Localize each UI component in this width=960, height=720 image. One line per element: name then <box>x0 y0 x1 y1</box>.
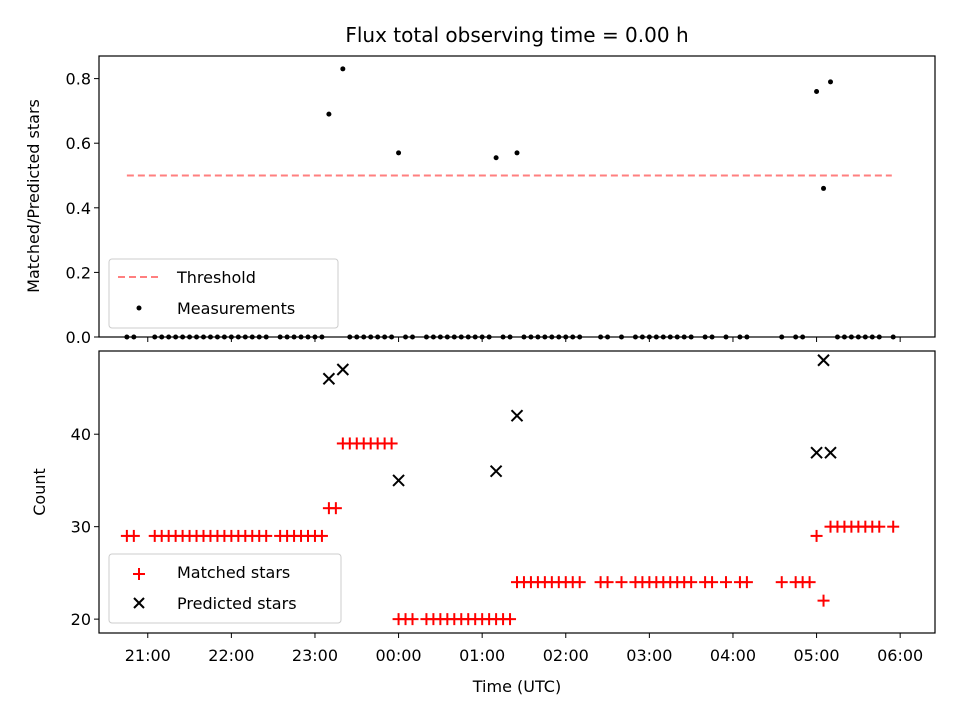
measurement-point <box>814 89 820 95</box>
x-tick-label: 22:00 <box>208 646 254 665</box>
ratio-panel: 0.00.20.40.60.8 Matched/Predicted stars … <box>24 55 936 347</box>
predicted-star-point <box>510 409 524 422</box>
predicted-star-point <box>810 446 823 459</box>
ratio-x-ticks <box>147 337 901 342</box>
matched-star-point <box>887 520 900 533</box>
predicted-legend-label: Predicted stars <box>177 594 297 613</box>
predicted-star-point <box>489 464 503 478</box>
matched-star-point <box>706 576 719 589</box>
count-legend-box <box>108 553 342 624</box>
chart-title: Flux total observing time = 0.00 h <box>345 23 688 47</box>
x-tick-label: 05:00 <box>794 646 840 665</box>
ratio-legend: Threshold Measurements <box>108 258 339 329</box>
count-y-label: Count <box>30 468 49 516</box>
predicted-star-point <box>824 446 837 459</box>
threshold-legend-label: Threshold <box>176 268 256 287</box>
matched-star-point <box>329 502 342 515</box>
ratio-y-label: Matched/Predicted stars <box>24 99 43 293</box>
matched-star-point <box>740 576 753 589</box>
ratio-y-axis: 0.0 0.2 0.4 0.6 0.8 <box>66 70 99 347</box>
matched-legend-label: Matched stars <box>177 563 290 582</box>
x-tick-label: 02:00 <box>543 646 589 665</box>
count-x-axis: 21:00 22:00 23:00 00:00 01:00 02:00 03:00 04:00… <box>125 633 923 665</box>
x-axis-label: Time (UTC) <box>472 677 561 696</box>
matched-star-point <box>573 576 586 589</box>
matched-star-point <box>817 594 830 607</box>
measurements-legend-label: Measurements <box>177 299 295 318</box>
measurement-point <box>828 79 833 85</box>
x-tick-label: 01:00 <box>459 646 505 665</box>
measurement-point <box>821 185 827 191</box>
count-axes-frame <box>98 350 936 634</box>
x-tick-label: 23:00 <box>292 646 338 665</box>
matched-star-point <box>315 529 328 542</box>
matched-legend-swatch <box>133 568 145 580</box>
matched-star-point <box>615 576 628 589</box>
matched-star-point <box>873 520 886 533</box>
predicted-legend-swatch <box>133 597 145 609</box>
matched-star-point <box>803 576 816 589</box>
ratio-y-tick-label: 0.8 <box>66 70 91 89</box>
measurement-point <box>493 155 499 161</box>
predicted-star-point <box>336 363 350 376</box>
predicted-star-point <box>322 372 336 385</box>
matched-star-point <box>685 576 698 589</box>
matched-star-point <box>810 529 823 542</box>
ratio-y-tick-label: 0.2 <box>66 263 91 282</box>
count-marks <box>120 354 900 626</box>
x-tick-label: 03:00 <box>626 646 672 665</box>
measurements-legend-swatch <box>136 305 142 311</box>
measurement-point <box>396 150 402 156</box>
x-tick-label: 21:00 <box>125 646 171 665</box>
ratio-y-tick-label: 0.6 <box>66 134 91 153</box>
matched-star-point <box>127 529 140 542</box>
predicted-star-point <box>817 354 830 367</box>
count-legend: Matched stars Predicted stars <box>108 553 342 624</box>
matched-star-point <box>260 529 273 542</box>
matched-star-point <box>385 437 398 450</box>
ratio-axes-frame <box>98 55 936 338</box>
matched-star-point <box>601 576 614 589</box>
count-y-tick-label: 20 <box>71 610 91 629</box>
x-tick-label: 04:00 <box>710 646 756 665</box>
count-y-tick-label: 30 <box>71 518 91 537</box>
x-tick-label: 06:00 <box>877 646 923 665</box>
matched-star-point <box>720 576 732 589</box>
measurement-point <box>326 111 332 117</box>
measurement-point <box>340 66 346 72</box>
matched-star-point <box>406 613 419 626</box>
measurement-point <box>514 150 520 156</box>
count-y-tick-label: 40 <box>71 425 91 444</box>
predicted-star-point <box>392 474 405 487</box>
matched-star-point <box>775 576 788 589</box>
count-y-axis: 20 30 40 <box>71 425 99 629</box>
matched-star-point <box>504 613 517 626</box>
count-panel: 20 30 40 21:00 22:00 23:00 00:00 01:00 02:00 03:… <box>30 350 936 696</box>
ratio-y-tick-label: 0.0 <box>66 328 91 347</box>
ratio-legend-box <box>108 258 339 329</box>
ratio-y-tick-label: 0.4 <box>66 199 91 218</box>
x-tick-label: 00:00 <box>376 646 422 665</box>
